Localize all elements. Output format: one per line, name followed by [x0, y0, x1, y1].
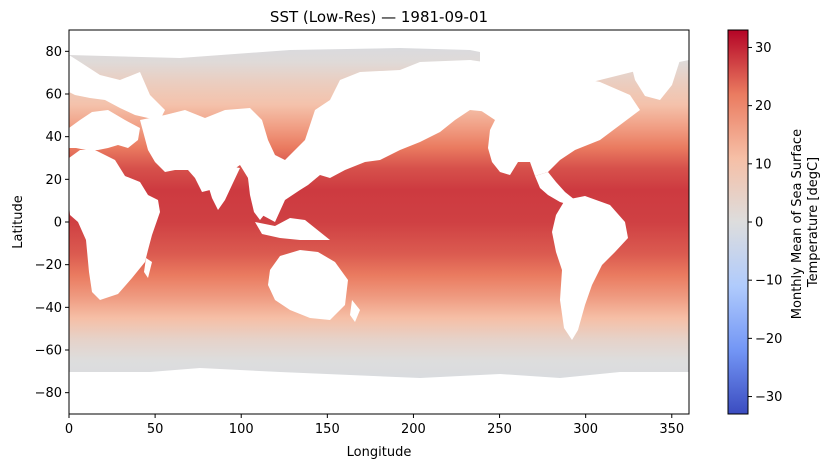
- y-tick-label: −40: [35, 301, 62, 316]
- land-indonesia: [255, 218, 330, 240]
- colorbar-label: Monthly Mean of Sea Surface Temperature …: [790, 125, 821, 319]
- plot-area: [69, 30, 689, 414]
- colorbar-tick-label: 10: [755, 157, 772, 172]
- land-mask: [69, 30, 689, 414]
- colorbar-tick-label: 20: [755, 99, 772, 114]
- land-greenland: [630, 55, 680, 100]
- land-europe-north: [69, 55, 165, 120]
- y-tick-label: −60: [35, 344, 62, 359]
- y-axis-ticks: −80 −60 −40 −20 0 20 40 60 80: [35, 45, 69, 401]
- x-tick-label: 250: [487, 422, 512, 437]
- land-japan: [308, 132, 325, 155]
- colorbar-tick-label: −20: [755, 332, 782, 347]
- land-europe-west: [69, 110, 140, 150]
- x-tick-label: 0: [65, 422, 73, 437]
- y-tick-label: 40: [45, 130, 62, 145]
- x-tick-label: 50: [147, 422, 164, 437]
- x-axis-ticks: 0 50 100 150 200 250 300 350: [65, 414, 684, 437]
- colorbar-tick-label: −30: [755, 390, 782, 405]
- y-tick-label: −20: [35, 258, 62, 273]
- land-indian-subcontinent: [205, 166, 240, 210]
- colorbar-ticks: −30 −20 −10 0 10 20 30: [748, 41, 782, 405]
- x-tick-label: 200: [401, 422, 426, 437]
- colorbar-label-line2: Temperature [degC]: [806, 157, 821, 288]
- land-north-america: [470, 60, 640, 176]
- colorbar-tick-label: −10: [755, 274, 782, 289]
- land-australia: [268, 250, 348, 320]
- land-central-america: [535, 172, 575, 205]
- y-axis-title: Latitude: [11, 195, 26, 249]
- colorbar-label-line1: Monthly Mean of Sea Surface: [790, 129, 805, 319]
- x-tick-label: 350: [659, 422, 684, 437]
- y-tick-label: 60: [45, 88, 62, 103]
- y-tick-label: 0: [54, 216, 62, 231]
- y-tick-label: −80: [35, 386, 62, 401]
- y-tick-label: 80: [45, 45, 62, 60]
- x-axis-title: Longitude: [347, 445, 412, 460]
- x-tick-label: 300: [573, 422, 598, 437]
- land-middle-east-asia: [140, 60, 530, 222]
- land-new-zealand: [350, 300, 360, 322]
- land-south-america: [552, 196, 628, 340]
- x-tick-label: 100: [229, 422, 254, 437]
- colorbar: [727, 29, 749, 415]
- land-africa: [69, 150, 160, 300]
- x-tick-label: 150: [315, 422, 340, 437]
- land-antarctica: [69, 368, 689, 414]
- land-madagascar: [144, 258, 152, 278]
- colorbar-tick-label: 30: [755, 41, 772, 56]
- chart-title: SST (Low-Res) — 1981-09-01: [270, 8, 488, 26]
- y-tick-label: 20: [45, 173, 62, 188]
- colorbar-tick-label: 0: [755, 216, 763, 231]
- land-southeast-asia: [248, 178, 270, 220]
